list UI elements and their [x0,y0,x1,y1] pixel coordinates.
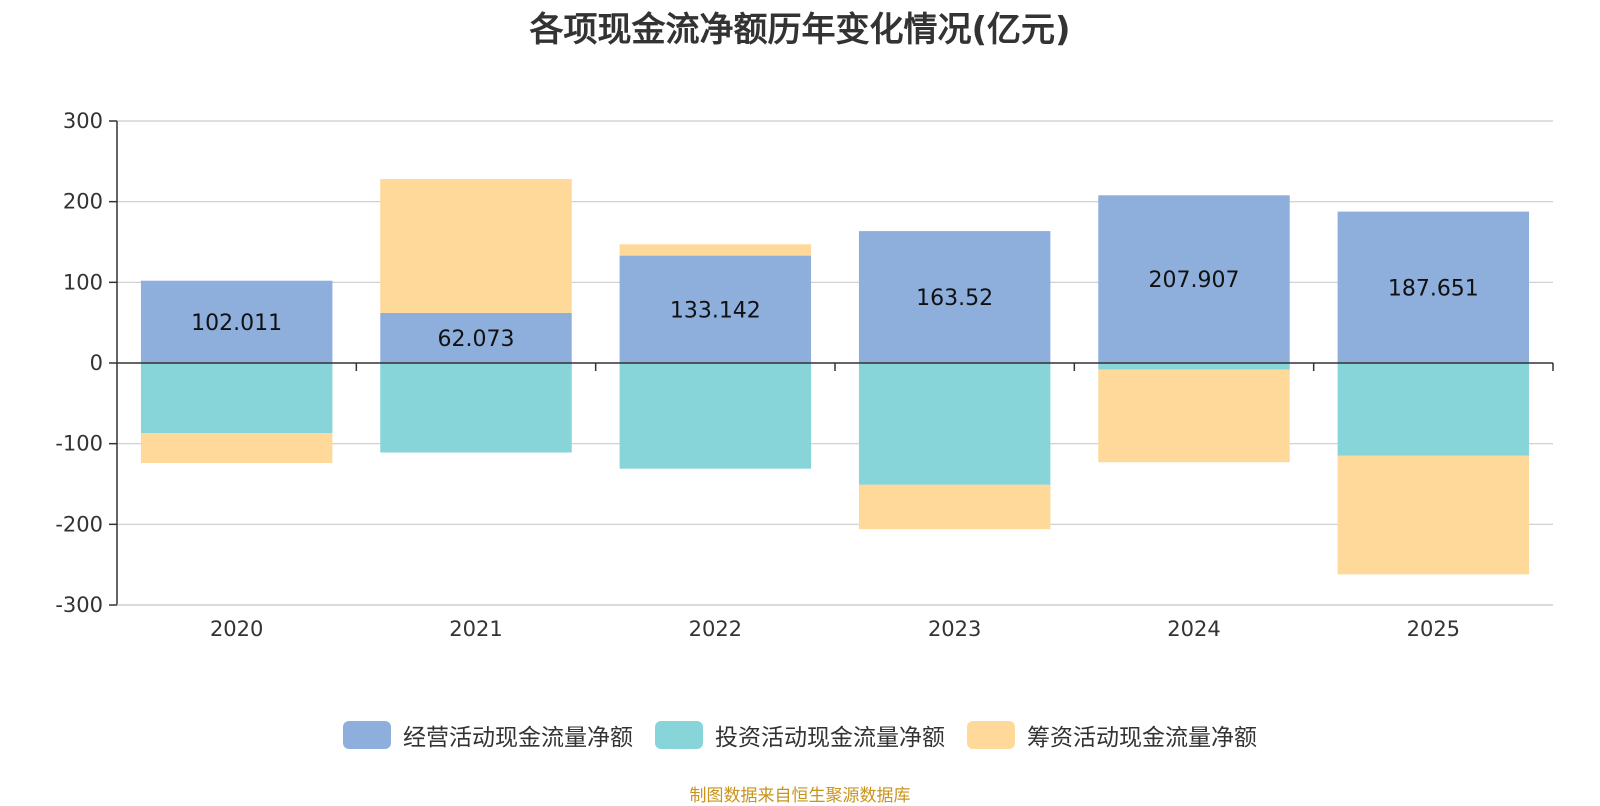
legend-item-financing[interactable]: 筹资活动现金流量净额 [967,718,1257,752]
bar-2022-series-0[interactable] [619,255,812,363]
legend-swatch-investing [655,721,703,749]
bar-2025-series-2[interactable] [1337,455,1530,575]
bar-2024-series-2[interactable] [1098,369,1290,463]
legend: 经营活动现金流量净额 投资活动现金流量净额 筹资活动现金流量净额 [0,718,1600,752]
label-layer: 102.011 62.073 133.142 163.52 207.907 187.651 [191,268,1479,352]
bar-2020-series-2[interactable] [140,433,333,464]
bar-2020-series-1[interactable] [140,363,333,434]
bar-2021-series-1[interactable] [380,363,572,453]
bar-2024-series-1[interactable] [1098,363,1290,370]
data-label-2020: 102.011 [191,311,282,336]
bar-2025-series-0[interactable] [1337,211,1530,363]
bar-layer [140,179,1530,575]
legend-label-financing: 筹资活动现金流量净额 [1027,725,1257,751]
legend-label-operating: 经营活动现金流量净额 [403,725,633,751]
x-tick-label: 2022 [689,617,742,641]
bar-2023-series-1[interactable] [858,363,1051,485]
bar-2023-series-2[interactable] [858,484,1051,530]
legend-swatch-operating [343,721,391,749]
bar-2024-series-0[interactable] [1098,195,1290,363]
x-tick-label: 2020 [210,617,263,641]
x-tick-label: 2025 [1407,617,1460,641]
y-tick-label: 300 [63,109,103,133]
chart-title: 各项现金流净额历年变化情况(亿元) [529,10,1071,50]
data-label-2024: 207.907 [1149,268,1240,293]
y-tick-label: -300 [55,593,103,617]
y-tick-label: -200 [55,512,103,536]
data-label-2021: 62.073 [438,327,515,352]
y-tick-label: -100 [55,432,103,456]
x-tick-label: 2021 [449,617,502,641]
y-tick-label: 0 [90,351,103,375]
data-label-2025: 187.651 [1388,276,1479,301]
x-tick-label: 2024 [1167,617,1220,641]
axis-layer: 300 200 100 0 -100 -200 -300 2020 2021 2022 2023 20… [55,109,1554,641]
bar-2022-series-1[interactable] [619,363,812,469]
y-tick-label: 100 [63,270,103,294]
data-label-2022: 133.142 [670,298,761,323]
bar-2025-series-1[interactable] [1337,363,1530,456]
chart-svg: 300 200 100 0 -100 -200 -300 2020 2021 2022 2023 20… [55,109,1554,641]
bar-2021-series-0[interactable] [380,312,572,363]
legend-item-investing[interactable]: 投资活动现金流量净额 [655,718,945,752]
bar-2020-series-0[interactable] [140,280,333,363]
bar-2022-series-2[interactable] [619,244,812,256]
legend-swatch-financing [967,721,1015,749]
bar-2021-series-2[interactable] [380,179,572,313]
source-note: 制图数据来自恒生聚源数据库 [689,786,911,806]
x-tick-label: 2023 [928,617,981,641]
y-tick-label: 200 [63,190,103,214]
legend-item-operating[interactable]: 经营活动现金流量净额 [343,718,633,752]
legend-label-investing: 投资活动现金流量净额 [715,725,945,751]
bar-2023-series-0[interactable] [858,231,1051,363]
data-label-2023: 163.52 [916,286,993,311]
